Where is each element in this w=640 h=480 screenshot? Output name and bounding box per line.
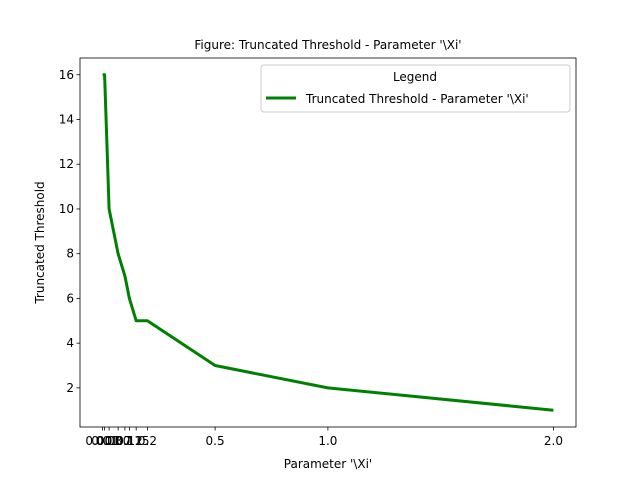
y-tick-label: 10 bbox=[59, 202, 74, 216]
x-tick-label: 0.1 bbox=[115, 434, 134, 448]
x-tick-label: 0.03 bbox=[96, 434, 123, 448]
y-tick-label: 16 bbox=[59, 68, 74, 82]
series-line-0 bbox=[102, 73, 554, 412]
x-axis-label: Parameter '\Xi' bbox=[284, 457, 372, 471]
legend-title: Legend bbox=[393, 70, 437, 84]
y-axis-ticks: 2 4 6 8 10 12 14 16 bbox=[59, 68, 80, 395]
x-tick-label: 0.5 bbox=[206, 434, 225, 448]
x-tick-label: 0.15 bbox=[123, 434, 150, 448]
x-tick-label: 0.01 bbox=[91, 434, 118, 448]
legend: Legend Truncated Threshold - Parameter '… bbox=[260, 64, 571, 113]
x-tick-label: 0.07 bbox=[105, 434, 132, 448]
y-axis-label: Truncated Threshold bbox=[33, 181, 47, 304]
x-tick-label: 0.2 bbox=[138, 434, 157, 448]
x-tick-label: 0.001 bbox=[85, 434, 119, 448]
x-tick-label: 1.0 bbox=[318, 434, 337, 448]
y-tick-label: 8 bbox=[66, 247, 74, 261]
x-tick-label: 0.12 bbox=[116, 434, 143, 448]
y-tick-label: 4 bbox=[66, 336, 74, 350]
y-tick-label: 14 bbox=[59, 113, 74, 127]
y-tick-label: 2 bbox=[66, 381, 74, 395]
legend-series-label: Truncated Threshold - Parameter '\Xi' bbox=[305, 92, 529, 106]
y-tick-label: 6 bbox=[66, 291, 74, 305]
series-layer bbox=[102, 73, 554, 412]
x-tick-label: 2.0 bbox=[544, 434, 563, 448]
legend-box bbox=[260, 64, 571, 113]
chart-title: Figure: Truncated Threshold - Parameter … bbox=[194, 38, 461, 52]
y-tick-label: 12 bbox=[59, 157, 74, 171]
